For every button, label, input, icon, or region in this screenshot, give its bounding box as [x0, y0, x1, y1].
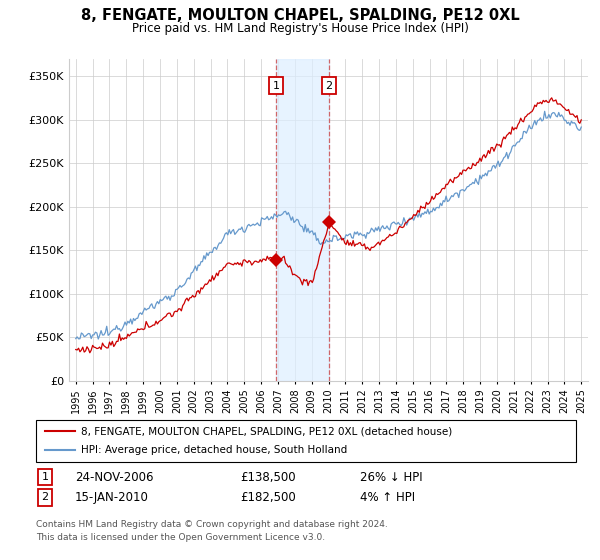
Bar [276, 59, 329, 381]
Text: £182,500: £182,500 [240, 491, 296, 504]
Text: 4% ↑ HPI: 4% ↑ HPI [360, 491, 415, 504]
Text: HPI: Average price, detached house, South Holland: HPI: Average price, detached house, Sout… [81, 445, 347, 455]
Text: 8, FENGATE, MOULTON CHAPEL, SPALDING, PE12 0XL: 8, FENGATE, MOULTON CHAPEL, SPALDING, PE… [80, 8, 520, 24]
Text: Contains HM Land Registry data © Crown copyright and database right 2024.: Contains HM Land Registry data © Crown c… [36, 520, 388, 529]
Text: 2: 2 [41, 492, 49, 502]
Text: Price paid vs. HM Land Registry's House Price Index (HPI): Price paid vs. HM Land Registry's House … [131, 22, 469, 35]
Text: 8, FENGATE, MOULTON CHAPEL, SPALDING, PE12 0XL (detached house): 8, FENGATE, MOULTON CHAPEL, SPALDING, PE… [81, 426, 452, 436]
Text: 24-NOV-2006: 24-NOV-2006 [75, 470, 154, 484]
Text: This data is licensed under the Open Government Licence v3.0.: This data is licensed under the Open Gov… [36, 533, 325, 542]
Text: 1: 1 [273, 81, 280, 91]
Text: 15-JAN-2010: 15-JAN-2010 [75, 491, 149, 504]
Text: 2: 2 [326, 81, 333, 91]
Text: 26% ↓ HPI: 26% ↓ HPI [360, 470, 422, 484]
Text: £138,500: £138,500 [240, 470, 296, 484]
Text: 1: 1 [41, 472, 49, 482]
